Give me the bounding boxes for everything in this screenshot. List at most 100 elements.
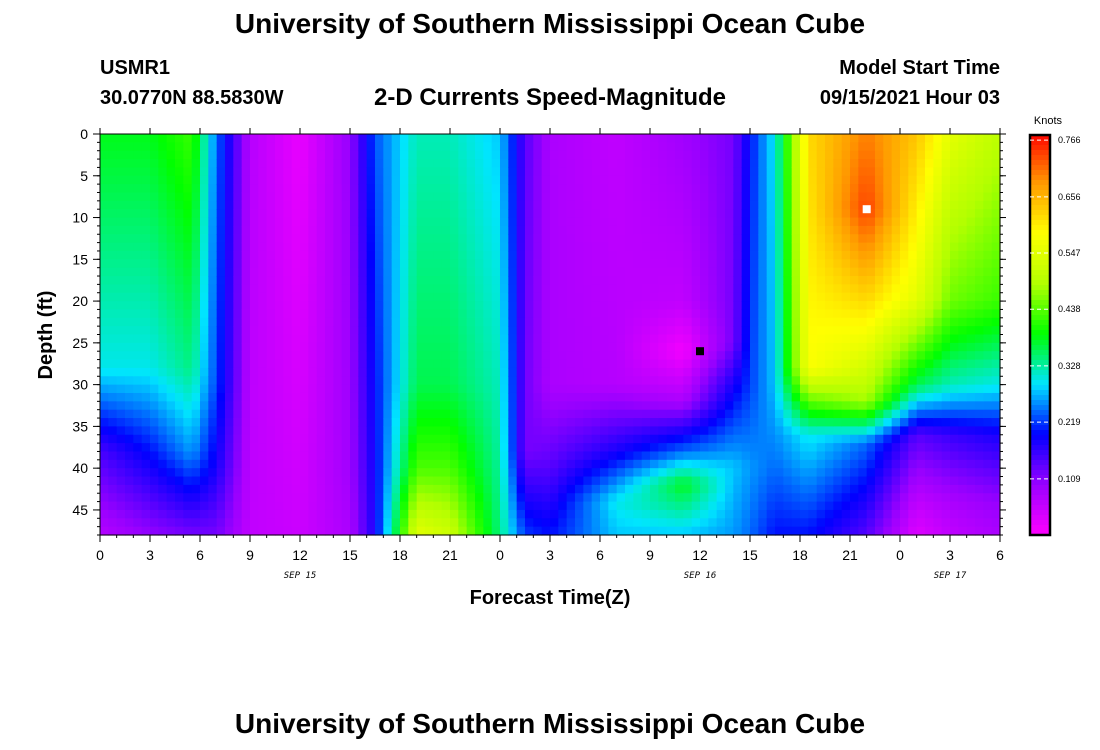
- heatmap-cell: [825, 334, 834, 344]
- heatmap-cell: [541, 134, 551, 143]
- heatmap-cell: [708, 259, 718, 269]
- heatmap-cell: [250, 200, 259, 210]
- heatmap-cell: [925, 468, 934, 478]
- heatmap-cell: [608, 167, 618, 177]
- heatmap-cell: [100, 326, 109, 336]
- heatmap-cell: [783, 159, 793, 169]
- heatmap-cell: [775, 484, 784, 494]
- heatmap-cell: [158, 418, 168, 427]
- heatmap-cell: [708, 376, 718, 386]
- heatmap-cell: [816, 351, 826, 361]
- heatmap-cell: [833, 376, 843, 386]
- heatmap-cell: [166, 518, 176, 528]
- heatmap-cell: [483, 359, 493, 369]
- heatmap-cell: [216, 242, 226, 252]
- heatmap-cell: [358, 401, 368, 411]
- heatmap-cell: [216, 484, 226, 494]
- heatmap-cell: [341, 501, 351, 511]
- heatmap-cell: [925, 484, 934, 494]
- heatmap-cell: [383, 501, 393, 511]
- heatmap-cell: [841, 184, 851, 194]
- heatmap-cell: [158, 317, 168, 327]
- heatmap-cell: [900, 192, 909, 202]
- heatmap-cell: [391, 468, 401, 478]
- heatmap-cell: [366, 476, 376, 486]
- heatmap-cell: [958, 234, 968, 244]
- heatmap-cell: [266, 150, 276, 160]
- heatmap-cell: [575, 518, 584, 528]
- heatmap-cell: [700, 359, 709, 369]
- heatmap-cell: [266, 234, 276, 244]
- heatmap-cell: [141, 359, 151, 369]
- heatmap-cell: [366, 359, 376, 369]
- heatmap-cell: [883, 267, 893, 277]
- heatmap-cell: [941, 409, 951, 419]
- heatmap-cell: [350, 526, 359, 536]
- heatmap-cell: [283, 276, 293, 285]
- heatmap-cell: [125, 134, 134, 143]
- heatmap-cell: [941, 217, 951, 227]
- heatmap-cell: [508, 217, 518, 227]
- heatmap-cell: [816, 493, 826, 503]
- heatmap-cell: [633, 418, 643, 427]
- heatmap-cell: [750, 526, 759, 536]
- heatmap-cell: [866, 142, 876, 152]
- heatmap-cell: [725, 225, 734, 235]
- heatmap-cell: [791, 259, 801, 269]
- heatmap-cell: [400, 359, 409, 369]
- heatmap-cell: [600, 451, 609, 461]
- heatmap-cell: [283, 142, 293, 152]
- heatmap-cell: [800, 292, 809, 302]
- heatmap-cell: [700, 309, 709, 319]
- heatmap-cell: [116, 292, 126, 302]
- heatmap-cell: [325, 392, 334, 402]
- heatmap-cell: [483, 468, 493, 478]
- heatmap-cell: [625, 468, 634, 478]
- heatmap-cell: [225, 175, 234, 185]
- heatmap-cell: [108, 459, 118, 469]
- heatmap-cell: [633, 351, 643, 361]
- heatmap-cell: [908, 167, 918, 177]
- heatmap-cell: [841, 418, 851, 427]
- heatmap-cell: [583, 259, 593, 269]
- heatmap-cell: [416, 192, 426, 202]
- heatmap-cell: [783, 493, 793, 503]
- heatmap-cell: [500, 501, 509, 511]
- heatmap-cell: [433, 225, 443, 235]
- heatmap-cell: [458, 225, 468, 235]
- heatmap-cell: [325, 159, 334, 169]
- heatmap-cell: [466, 167, 476, 177]
- heatmap-cell: [883, 317, 893, 327]
- heatmap-cell: [700, 392, 709, 402]
- heatmap-cell: [758, 150, 768, 160]
- heatmap-cell: [116, 192, 126, 202]
- heatmap-cell: [916, 184, 926, 194]
- heatmap-cell: [733, 242, 743, 252]
- heatmap-cell: [233, 142, 243, 152]
- heatmap-cell: [750, 150, 759, 160]
- heatmap-cell: [141, 134, 151, 143]
- heatmap-cell: [766, 167, 776, 177]
- heatmap-cell: [575, 501, 584, 511]
- heatmap-cell: [691, 392, 701, 402]
- heatmap-cell: [191, 242, 201, 252]
- heatmap-cell: [216, 309, 226, 319]
- heatmap-cell: [808, 134, 818, 143]
- heatmap-cell: [400, 150, 409, 160]
- heatmap-cell: [633, 484, 643, 494]
- heatmap-cell: [600, 367, 609, 377]
- heatmap-cell: [241, 225, 251, 235]
- heatmap-cell: [616, 242, 626, 252]
- heatmap-cell: [791, 484, 801, 494]
- heatmap-cell: [150, 526, 159, 536]
- heatmap-cell: [950, 309, 959, 319]
- heatmap-cell: [916, 225, 926, 235]
- heatmap-cell: [191, 476, 201, 486]
- heatmap-cell: [250, 209, 259, 219]
- heatmap-cell: [525, 392, 534, 402]
- heatmap-cell: [908, 443, 918, 453]
- heatmap-cell: [500, 326, 509, 336]
- heatmap-cell: [566, 225, 576, 235]
- heatmap-cell: [266, 292, 276, 302]
- heatmap-cell: [483, 209, 493, 219]
